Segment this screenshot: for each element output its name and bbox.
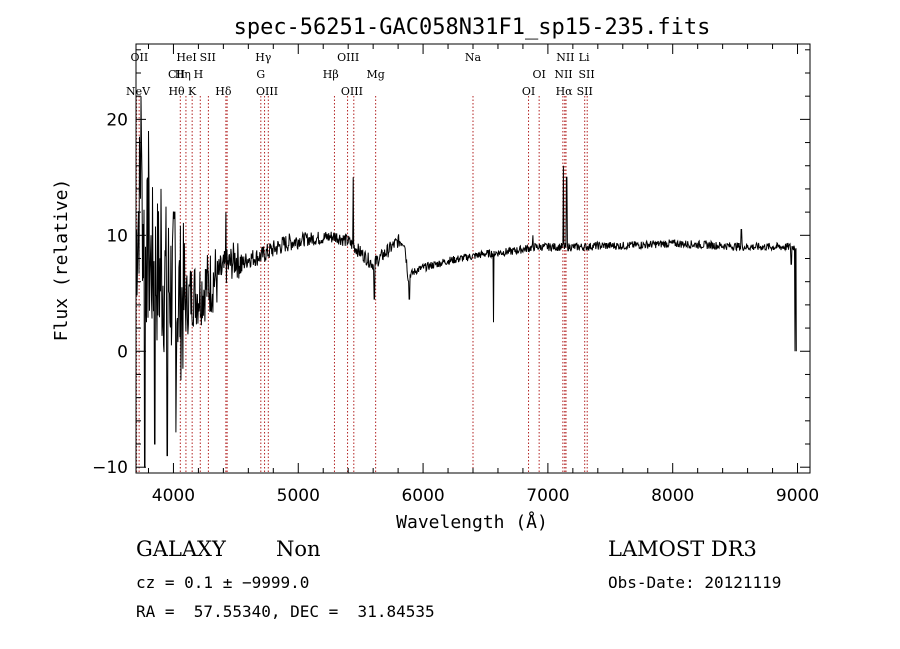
spectral-line-label: CII [168,68,185,81]
x-tick-label: 5000 [277,486,320,506]
spectral-line-label: H [194,68,204,81]
spectral-line-label: NeV [126,85,151,98]
y-tick-label: 0 [117,342,128,362]
spectral-line-label: OI [522,85,535,98]
spectral-line-label: OIII [337,51,359,64]
spectral-line-label: OIII [256,85,278,98]
survey-label: LAMOST DR3 [608,537,757,561]
x-axis-label: Wavelength (Å) [396,511,548,533]
spectral-line-label: G [256,68,265,81]
spectral-line-label: Hδ [215,85,232,98]
x-tick-label: 9000 [776,486,819,506]
spectral-line-label: Hβ [323,68,339,81]
spectral-line-label: Hη [175,68,191,81]
spectral-line-label: OI [532,68,545,81]
spectral-line-label: SII [578,68,594,81]
redshift-line: cz = 0.1 ± −9999.0 [136,573,310,592]
x-tick-label: 4000 [152,486,195,506]
chart-title: spec-56251-GAC058N31F1_sp15-235.fits [234,15,711,40]
spectral-line-label: NII [554,68,572,81]
spectral-line-label: OII [131,51,149,64]
tick-layer: 4000 5000 6000 7000 8000 9000 −10 0 10 20 [92,44,819,506]
spectral-line-label: Hγ [255,51,272,64]
line-marker-layer [136,96,588,473]
obs-date-line: Obs-Date: 20121119 [608,573,782,592]
spectral-line-label: HeI [176,51,196,64]
x-tick-label: 8000 [651,486,694,506]
coordinates-line: RA = 57.55340, DEC = 31.84535 [136,602,435,621]
spectral-line-label: Hα [556,85,574,98]
spectrum-line [135,96,797,468]
subclass-label: Non [276,537,321,561]
spectral-line-label: Mg [366,68,384,81]
line-label-layer: NeVOIICIIHθHηHeIKHSIIHδHγGOIIIHβOIIIOIII… [126,51,595,98]
classification-label: GALAXY [136,537,226,561]
spectral-line-label: SII [577,85,593,98]
spectral-line-label: Li [579,51,590,64]
y-tick-label: 10 [106,226,128,246]
spectral-line-label: SII [200,51,216,64]
spectral-line-label: Na [465,51,482,64]
spectral-line-label: OIII [341,85,363,98]
y-tick-label: −10 [92,458,128,478]
spectral-line-label: Hθ [168,85,185,98]
y-axis-label: Flux (relative) [51,179,72,342]
y-tick-label: 20 [106,110,128,130]
x-tick-label: 6000 [401,486,444,506]
spectral-line-label: NII [556,51,574,64]
spectral-line-label: K [188,85,197,98]
spectrum-layer [135,96,797,468]
x-tick-label: 7000 [526,486,569,506]
